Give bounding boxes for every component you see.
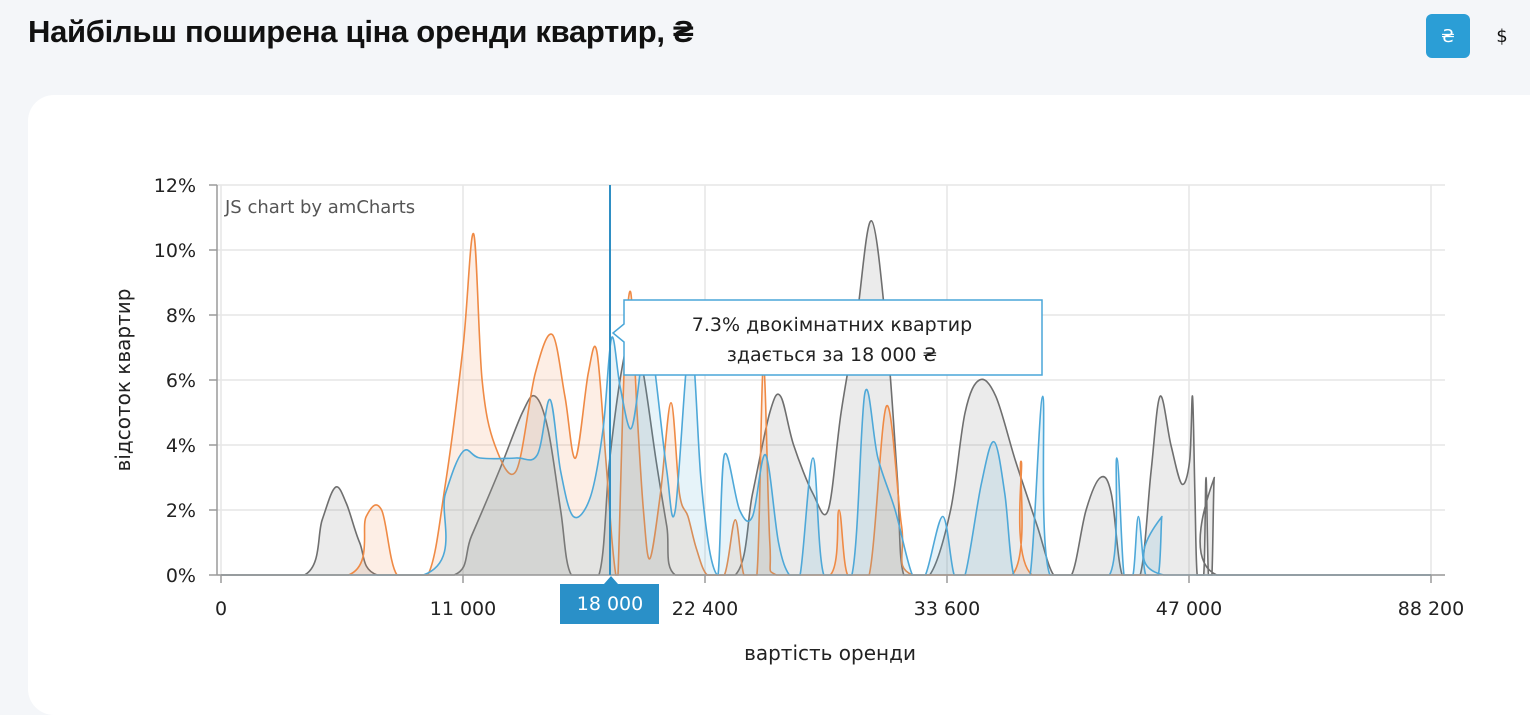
- series-line-2[interactable]: [221, 219, 1431, 576]
- currency-uah-button[interactable]: ₴: [1426, 14, 1470, 58]
- cursor-x-label: 18 000: [560, 576, 659, 624]
- tooltip-line-1: 7.3% двокімнатних квартир: [692, 314, 972, 336]
- x-tick-label: 47 000: [1156, 598, 1222, 620]
- y-tick-label: 8%: [166, 305, 196, 327]
- chart-card: [28, 95, 1530, 715]
- chart-watermark[interactable]: JS chart by amCharts: [224, 197, 415, 218]
- chart-series: [221, 219, 1431, 576]
- y-tick-label: 10%: [154, 240, 196, 262]
- x-tick-label: 33 600: [914, 598, 980, 620]
- cursor-x-label-text: 18 000: [577, 593, 643, 615]
- x-tick-label: 11 000: [430, 598, 496, 620]
- tooltip: 7.3% двокімнатних квартир здається за 18…: [611, 299, 1043, 376]
- page-title: Найбільш поширена ціна оренди квартир, ₴: [28, 14, 694, 49]
- chart-axes: 0% 2% 4% 6% 8% 10% 12% 0 11 000 22 400 33 600 47 00…: [154, 175, 1464, 620]
- y-tick-label: 0%: [166, 565, 196, 587]
- cursor-x-label-box: [560, 576, 659, 624]
- series-area-0: [221, 233, 1150, 575]
- currency-usd-button[interactable]: $: [1484, 14, 1520, 58]
- y-tick-label: 4%: [166, 435, 196, 457]
- x-tick-label: 22 400: [672, 598, 738, 620]
- x-tick-label: 0: [215, 598, 227, 620]
- series-area-1: [221, 308, 1431, 575]
- series-area-2: [221, 220, 1431, 575]
- y-tick-label: 2%: [166, 500, 196, 522]
- tooltip-line-2: здається за 18 000 ₴: [727, 344, 938, 366]
- x-tick-label: 88 200: [1398, 598, 1464, 620]
- y-axis-title: відсоток квартир: [111, 289, 135, 472]
- tooltip-box: [611, 299, 1043, 376]
- y-tick-label: 12%: [154, 175, 196, 197]
- y-tick-label: 6%: [166, 370, 196, 392]
- x-axis-title: вартість оренди: [744, 641, 916, 665]
- rent-price-distribution-chart[interactable]: 0% 2% 4% 6% 8% 10% 12% 0 11 000 22 400 33 600 47 00…: [0, 0, 1530, 668]
